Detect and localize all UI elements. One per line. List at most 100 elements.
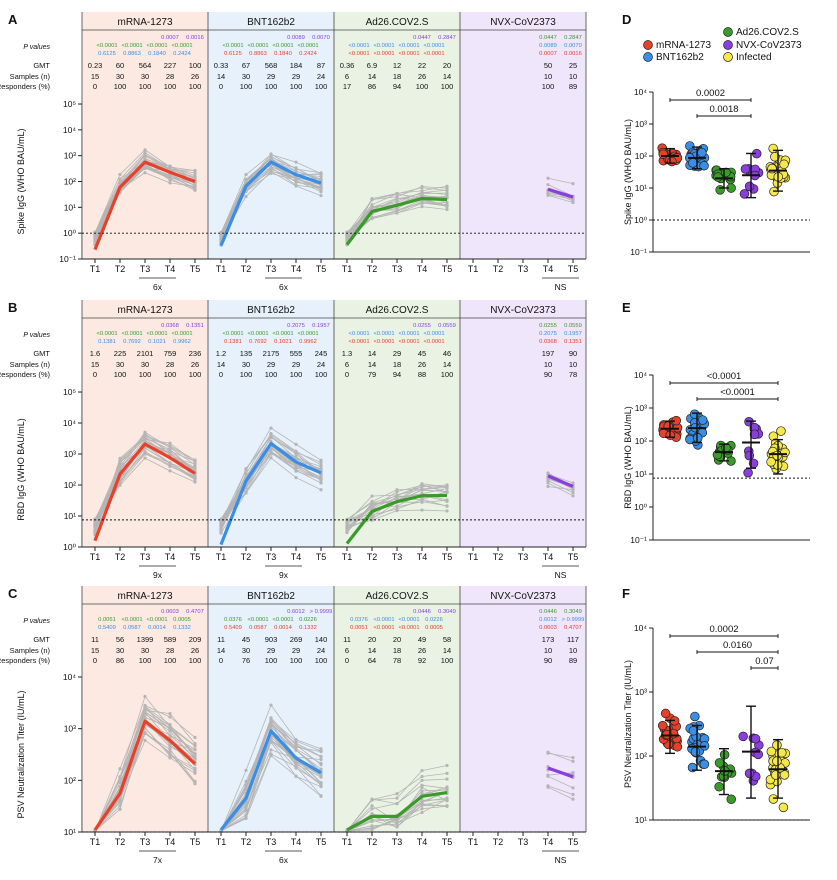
individual-point: [143, 150, 147, 155]
individual-point: [294, 465, 298, 469]
sample-count: 24: [317, 646, 325, 655]
x-tick-label: T1: [342, 552, 353, 562]
individual-point: [118, 799, 122, 803]
group-title: mRNA-1273: [117, 305, 172, 316]
p-value: <0.0001: [373, 339, 394, 345]
individual-point: [168, 754, 172, 758]
sample-count: 24: [317, 72, 325, 81]
gmt-value: 225: [114, 349, 127, 358]
p-value: <0.0001: [398, 625, 419, 631]
legend-label-ad26: Ad26.COV2.S: [736, 27, 799, 38]
responders-pct: 89: [569, 82, 577, 91]
individual-point: [244, 472, 248, 476]
gmt-line-nvx: [547, 474, 574, 488]
x-tick-label: T5: [442, 552, 453, 562]
x-tick-label: T2: [241, 552, 252, 562]
data-point-inf: [770, 151, 780, 162]
p-value: 0.4707: [564, 625, 582, 631]
individual-point: [420, 189, 424, 193]
p-value: 0.1021: [274, 339, 292, 345]
individual-point: [294, 455, 298, 459]
group-title: NVX-CoV2373: [490, 17, 556, 28]
y-tick-label: 10³: [635, 403, 647, 413]
sample-count: 30: [116, 360, 124, 369]
p-value: <0.0001: [222, 331, 243, 337]
p-value: 0.5409: [224, 625, 242, 631]
row-label-p: P values: [23, 44, 50, 51]
p-value: 0.0603: [539, 625, 557, 631]
individual-point: [395, 821, 399, 825]
p-value: 0.0016: [564, 51, 582, 57]
data-point-nvx: [744, 768, 755, 779]
individual-point: [571, 197, 575, 201]
gmt-value: 56: [116, 635, 124, 644]
gmt-line-bnt: [219, 160, 322, 247]
sample-count: 14: [217, 72, 225, 81]
individual-point: [269, 165, 273, 169]
individual-point: [420, 508, 424, 512]
individual-point: [269, 433, 273, 437]
sample-count: 6: [345, 646, 349, 655]
individual-point: [395, 504, 399, 508]
individual-point: [269, 722, 273, 726]
individual-point: [118, 461, 122, 465]
group-title: BNT162b2: [247, 17, 295, 28]
significance-bracket: [669, 98, 752, 102]
fold-change-label: 6x: [279, 282, 289, 292]
individual-point: [193, 183, 197, 187]
x-tick-label: T3: [518, 837, 529, 847]
individual-point: [294, 183, 298, 187]
y-tick-label: 10³: [635, 119, 647, 129]
responders-pct: 100: [265, 656, 278, 665]
x-tick-label: T3: [140, 837, 151, 847]
panel-c: C P values GMT Samples (n)Responders (%) 10¹…: [0, 586, 587, 865]
row-label-p: P values: [23, 332, 50, 339]
individual-point: [420, 192, 424, 197]
data-point-mrna: [672, 742, 683, 752]
data-point-inf: [778, 802, 789, 813]
gmt-value: 45: [418, 349, 426, 358]
individual-point: [168, 711, 172, 716]
responders-pct: 100: [315, 82, 328, 91]
individual-point: [370, 196, 374, 201]
individual-point: [395, 796, 399, 800]
sample-count: 28: [166, 72, 174, 81]
individual-point: [420, 482, 424, 486]
gmt-line-nvx: [547, 766, 574, 779]
individual-point: [93, 522, 97, 526]
individual-point: [571, 786, 575, 790]
individual-point: [445, 191, 449, 195]
individual-point: [294, 442, 298, 446]
p-value: <0.0001: [373, 43, 394, 49]
p-value: <0.0001: [423, 43, 444, 49]
x-tick-label: T2: [241, 264, 252, 274]
responders-pct: 100: [139, 370, 152, 379]
y-tick-label: 10¹: [635, 183, 647, 193]
panel-f: F 10¹ 10² 10³ 10⁴ PSV Neutralization Titer (I…: [622, 586, 810, 825]
gmt-line-ad26: [345, 196, 448, 246]
x-tick-label: T3: [392, 552, 403, 562]
individual-point: [420, 785, 424, 789]
x-tick-label: T1: [468, 264, 479, 274]
p-value: 0.1021: [148, 339, 166, 345]
sample-count: 30: [141, 360, 149, 369]
individual-point: [244, 787, 248, 791]
y-tick-label: 10⁴: [634, 370, 647, 380]
y-tick-label: 10²: [635, 151, 647, 161]
individual-point: [370, 216, 374, 221]
individual-point: [546, 183, 550, 187]
p-value: 0.0587: [249, 625, 267, 631]
individual-point: [345, 530, 349, 534]
data-point-inf: [766, 746, 777, 757]
legend-label-nvx: NVX-CoV2373: [736, 40, 802, 51]
p-value: 0.0559: [564, 323, 582, 329]
group-title: mRNA-1273: [117, 17, 172, 28]
individual-point: [269, 752, 273, 756]
y-tick-label: 10¹: [64, 511, 76, 521]
individual-trajectory: [547, 786, 574, 800]
gmt-value: 1399: [137, 635, 154, 644]
individual-point: [395, 191, 399, 195]
p-value: 0.2424: [173, 51, 192, 57]
y-tick-label: 10⁴: [63, 418, 76, 428]
sample-count: 30: [116, 646, 124, 655]
